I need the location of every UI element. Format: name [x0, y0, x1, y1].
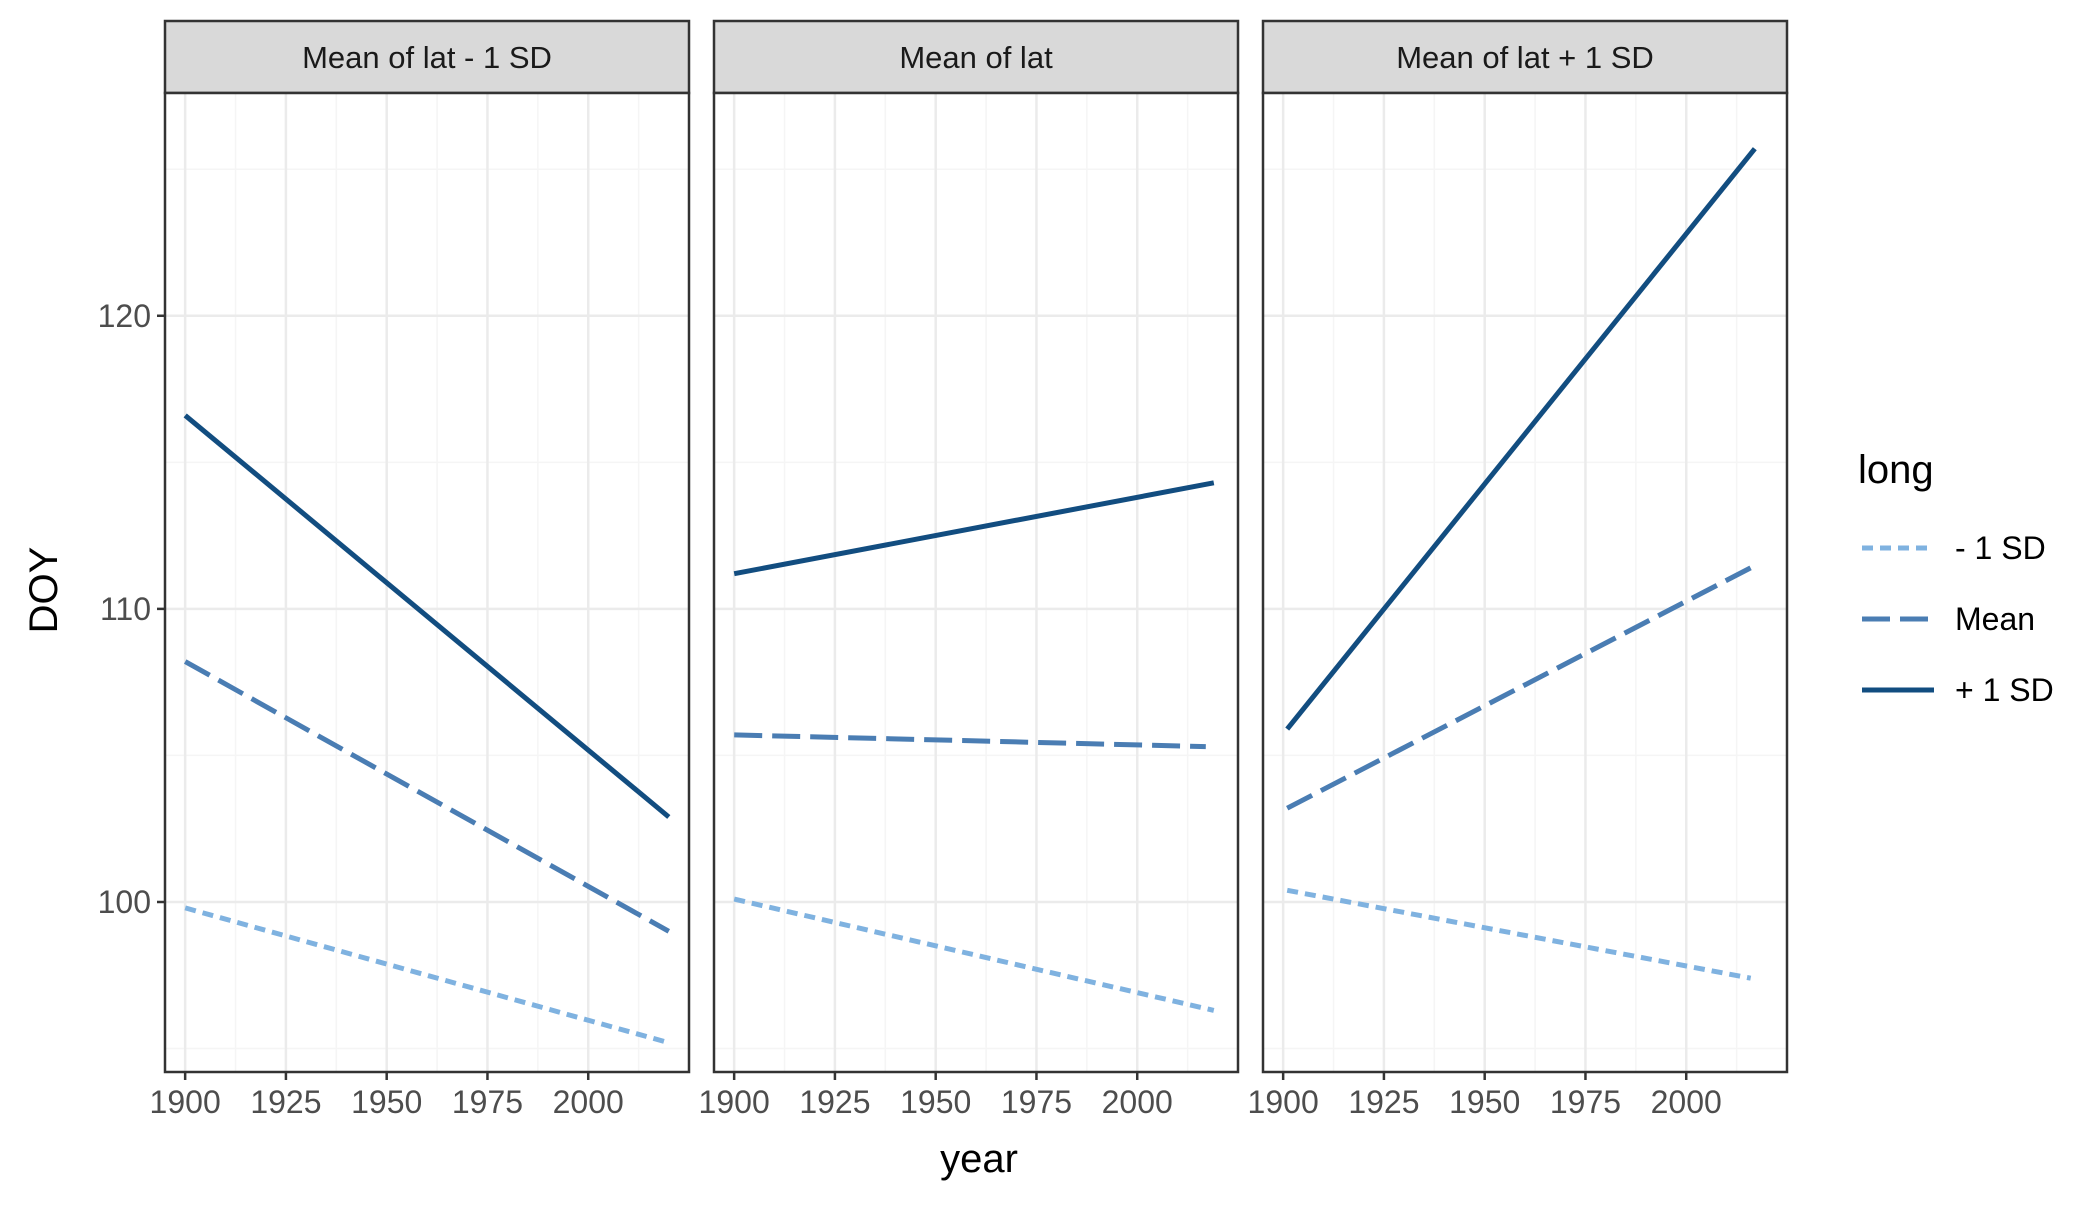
facet-panel-1: Mean of lat - 1 SD 1900 1925 1950 1975 2000 10… [98, 19, 691, 1120]
series-line-solid [183, 413, 671, 819]
x-tick-label: 1975 [1001, 1084, 1072, 1120]
y-tick-label: 110 [100, 591, 151, 627]
facet-panel-3: Mean of lat + 1 SD 1900 1925 1950 1975 2000 [1248, 19, 1789, 1120]
panel-border [1261, 91, 1789, 1074]
legend-item: + 1 SD [1862, 672, 2054, 708]
x-tick-label: 1900 [699, 1084, 770, 1120]
series-line-dashed [183, 659, 671, 934]
y-tick-label: 120 [98, 298, 151, 334]
panel-border [712, 91, 1240, 1074]
x-tick-label: 1925 [1348, 1084, 1419, 1120]
series-line-dashed [734, 732, 1206, 750]
facet-strip-title: Mean of lat + 1 SD [1396, 40, 1654, 75]
series-line-dotted [733, 896, 1215, 1013]
x-tick-label: 1950 [351, 1084, 422, 1120]
plot-background [714, 93, 1238, 1072]
legend-title: long [1858, 448, 1934, 492]
x-tick-label: 1975 [452, 1084, 523, 1120]
x-tick-label: 2000 [1651, 1084, 1722, 1120]
facet-strip [712, 19, 1240, 95]
panels: Mean of lat - 1 SD 1900 1925 1950 1975 2000 10… [98, 19, 1789, 1120]
x-tick-label: 2000 [553, 1084, 624, 1120]
plot-background [165, 93, 689, 1072]
series-line-dotted [1286, 887, 1752, 981]
series-line-dotted [184, 905, 670, 1046]
x-axis-title: year [940, 1137, 1018, 1181]
x-tick-label: 1925 [799, 1084, 870, 1120]
x-tick-label: 1900 [150, 1084, 221, 1120]
x-tick-label: 1950 [900, 1084, 971, 1120]
series-line-solid [733, 480, 1215, 577]
legend-label: Mean [1955, 601, 2035, 637]
facet-strip-title: Mean of lat - 1 SD [302, 40, 552, 75]
series-line-solid [1285, 147, 1757, 731]
plot-background [1263, 93, 1787, 1072]
facet-strip [163, 19, 691, 95]
y-tick-label: 100 [98, 884, 151, 920]
y-axis-title: DOY [22, 547, 66, 634]
legend-item: Mean [1862, 601, 2035, 637]
facet-strip-title: Mean of lat [899, 40, 1053, 75]
legend: long - 1 SD Mean + 1 SD [1858, 448, 2054, 708]
x-tick-label: 1950 [1449, 1084, 1520, 1120]
facet-panel-2: Mean of lat 1900 1925 1950 1975 2000 [699, 19, 1240, 1120]
x-tick-label: 1925 [250, 1084, 321, 1120]
panel-border [163, 91, 691, 1074]
series-line-dashed [1286, 565, 1752, 811]
x-tick-label: 1900 [1248, 1084, 1319, 1120]
x-tick-label: 1975 [1550, 1084, 1621, 1120]
x-tick-label: 2000 [1102, 1084, 1173, 1120]
legend-item: - 1 SD [1862, 530, 2046, 566]
legend-label: + 1 SD [1955, 672, 2054, 708]
legend-label: - 1 SD [1955, 530, 2046, 566]
